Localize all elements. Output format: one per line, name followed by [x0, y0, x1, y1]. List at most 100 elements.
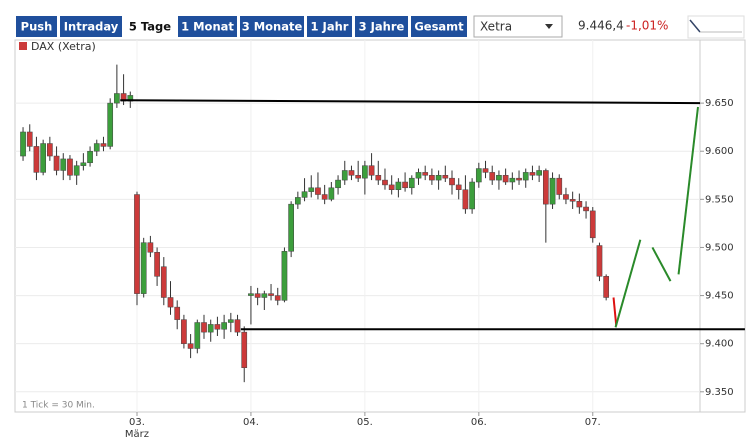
candle-body [509, 177, 516, 183]
y-tick-label: 9.400 [705, 339, 734, 350]
tab-label: 3 Jahre [359, 20, 405, 34]
tab-button[interactable]: 3 Monate [240, 16, 304, 37]
tab-label: 5 Tage [129, 20, 171, 34]
drawn-line [677, 106, 699, 275]
tab-button[interactable]: 5 Tage [125, 16, 175, 37]
tab-button[interactable]: 3 Jahre [355, 16, 408, 37]
candle-body [274, 295, 281, 301]
candle-body [328, 187, 335, 200]
candle-body [261, 293, 268, 298]
x-tick-label: 03. [129, 417, 145, 428]
dropdown-arrow [545, 24, 553, 29]
candle-body [603, 276, 610, 298]
exchange-label: Xetra [480, 20, 512, 34]
candle-body [415, 172, 422, 179]
tab-button[interactable]: Gesamt [411, 16, 467, 37]
candle-body [341, 170, 348, 181]
candle-body [26, 131, 33, 147]
candle-body [67, 158, 73, 176]
candle-body [221, 322, 227, 330]
candle-body [549, 177, 556, 205]
candle-body [475, 168, 482, 183]
candle-body [174, 306, 181, 320]
candle-body [241, 331, 248, 368]
candle-body [502, 175, 509, 183]
toolbar-icon[interactable] [687, 15, 745, 39]
plot: 9.350 9.400 9.450 9.500 9.550 9.600 9.650 03.Mä… [15, 40, 745, 440]
candle-body [382, 179, 388, 186]
candle-body [362, 165, 368, 179]
plot-frame [14, 39, 746, 413]
tab-button[interactable]: Intraday [60, 16, 122, 37]
tab-label: 1 Monat [181, 20, 234, 34]
toolbar: Push Intraday 5 Tage 1 Monat 3 Monate 1 Jahr 3… [16, 16, 467, 37]
candle-body [53, 155, 60, 171]
candle-body [348, 170, 355, 176]
drawn-line [651, 246, 672, 282]
tab-label: Intraday [64, 20, 119, 34]
y-tick-label: 9.650 [705, 98, 734, 109]
tab-label: Gesamt [414, 20, 464, 34]
candle-body [40, 143, 47, 173]
x-sublabel: März [125, 429, 149, 440]
candle-body [569, 199, 576, 202]
candle-body [80, 162, 87, 166]
last-price: 9.446,4 [578, 19, 624, 33]
candle-body [294, 197, 301, 205]
legend-label: DAX (Xetra) [31, 40, 96, 53]
tab-background [240, 16, 304, 37]
candle-body [522, 172, 529, 181]
tab-background [16, 16, 57, 37]
candle-body [449, 177, 455, 186]
tab-button[interactable]: 1 Monat [178, 16, 237, 37]
candle-body [114, 93, 120, 104]
candle-body [100, 143, 107, 147]
candle-body [87, 150, 93, 164]
candle-body [563, 194, 569, 200]
candle-body [388, 184, 395, 190]
x-tick-label: 04. [243, 417, 259, 428]
candle-body [482, 168, 489, 173]
candle-body [288, 203, 294, 252]
candle-body [542, 170, 549, 205]
candle-body [435, 175, 442, 181]
icon-line [689, 19, 701, 33]
candle-body [321, 194, 328, 200]
y-tick-label: 9.500 [705, 242, 734, 253]
y-tick-label: 9.550 [705, 194, 734, 205]
tab-background [355, 16, 408, 37]
tab-background [60, 16, 122, 37]
candle-body [596, 245, 603, 277]
drawn-line [614, 239, 642, 328]
candle-body [93, 143, 100, 152]
candle-body [147, 242, 154, 253]
candle-body [308, 187, 315, 192]
candle-body [194, 322, 201, 349]
candle-body [60, 158, 67, 171]
candle-body [576, 201, 583, 208]
candle-body [442, 175, 449, 179]
tab-background [307, 16, 352, 37]
candle-body [408, 177, 415, 189]
y-tick-label: 9.450 [705, 291, 734, 302]
exchange-select[interactable] [473, 15, 563, 38]
candle-body [154, 252, 160, 277]
candle-body [227, 319, 234, 323]
tab-button[interactable]: 1 Jahr [307, 16, 352, 37]
candle-body [375, 175, 382, 181]
candle-body [355, 175, 362, 179]
candle-body [33, 146, 40, 173]
candle-body [140, 242, 147, 294]
candle-body [368, 165, 375, 176]
candle-body [589, 210, 596, 239]
tab-button[interactable]: Push [16, 16, 57, 37]
candle-body [201, 322, 207, 333]
tab-label: 1 Jahr [311, 20, 349, 34]
x-tick-label: 07. [585, 417, 601, 428]
drawn-line [120, 99, 701, 105]
candle-body [429, 175, 435, 181]
candle-body [489, 172, 496, 181]
candle-body [422, 172, 429, 176]
candle-body [455, 184, 462, 190]
